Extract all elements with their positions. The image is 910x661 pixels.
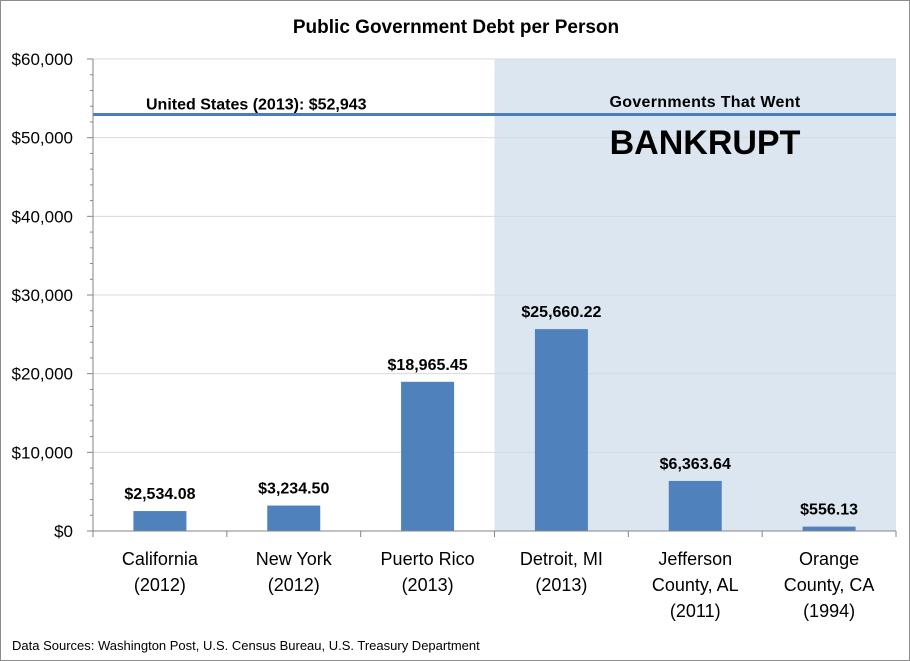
bar (802, 526, 856, 531)
data-source-note: Data Sources: Washington Post, U.S. Cens… (12, 638, 480, 653)
bar (133, 511, 187, 531)
category-label: Puerto Rico (381, 549, 475, 569)
bar (534, 329, 588, 531)
data-label: $556.13 (800, 502, 858, 519)
y-tick-label: $30,000 (12, 286, 73, 305)
data-label: $2,534.08 (124, 486, 195, 503)
y-axis-ticks: $0 $10,000 $20,000 $30,000 $40,000 $50,000 $60… (12, 50, 93, 541)
category-label: (2012) (134, 575, 186, 595)
bar (267, 505, 321, 531)
category-label: Orange (799, 549, 859, 569)
category-label: Jefferson (658, 549, 732, 569)
category-label: (1994) (803, 601, 855, 621)
data-label: $3,234.50 (258, 481, 329, 498)
data-label: $18,965.45 (388, 357, 468, 374)
y-tick-label: $40,000 (12, 207, 73, 226)
y-tick-label: $10,000 (12, 443, 73, 462)
category-label: (2013) (402, 575, 454, 595)
category-label: (2011) (670, 601, 721, 621)
y-tick-label: $0 (54, 522, 73, 541)
reference-line-label: United States (2013): $52,943 (146, 97, 367, 114)
category-label: New York (256, 549, 333, 569)
category-label: (2012) (268, 575, 320, 595)
y-tick-label: $60,000 (12, 50, 73, 69)
gridlines (93, 58, 896, 453)
bar (401, 381, 455, 531)
category-label: (2013) (535, 575, 587, 595)
data-labels: $2,534.08 $3,234.50 $18,965.45 $25,660.22 $6… (124, 304, 858, 518)
category-label: County, CA (784, 575, 875, 595)
chart-title: Public Government Debt per Person (293, 17, 619, 38)
data-label: $6,363.64 (660, 456, 731, 473)
bar (668, 480, 722, 531)
shaded-region-label: Governments That Went (610, 94, 801, 111)
data-label: $25,660.22 (521, 304, 601, 321)
bankrupt-label: BANKRUPT (610, 124, 801, 162)
y-tick-label: $20,000 (12, 365, 73, 384)
category-label: County, AL (652, 575, 739, 595)
bars (133, 329, 856, 531)
category-label: Detroit, MI (520, 549, 603, 569)
y-tick-label: $50,000 (12, 129, 73, 148)
category-label: California (122, 549, 199, 569)
x-axis-labels: California (2012) New York (2012) Puerto Ric… (92, 531, 897, 621)
